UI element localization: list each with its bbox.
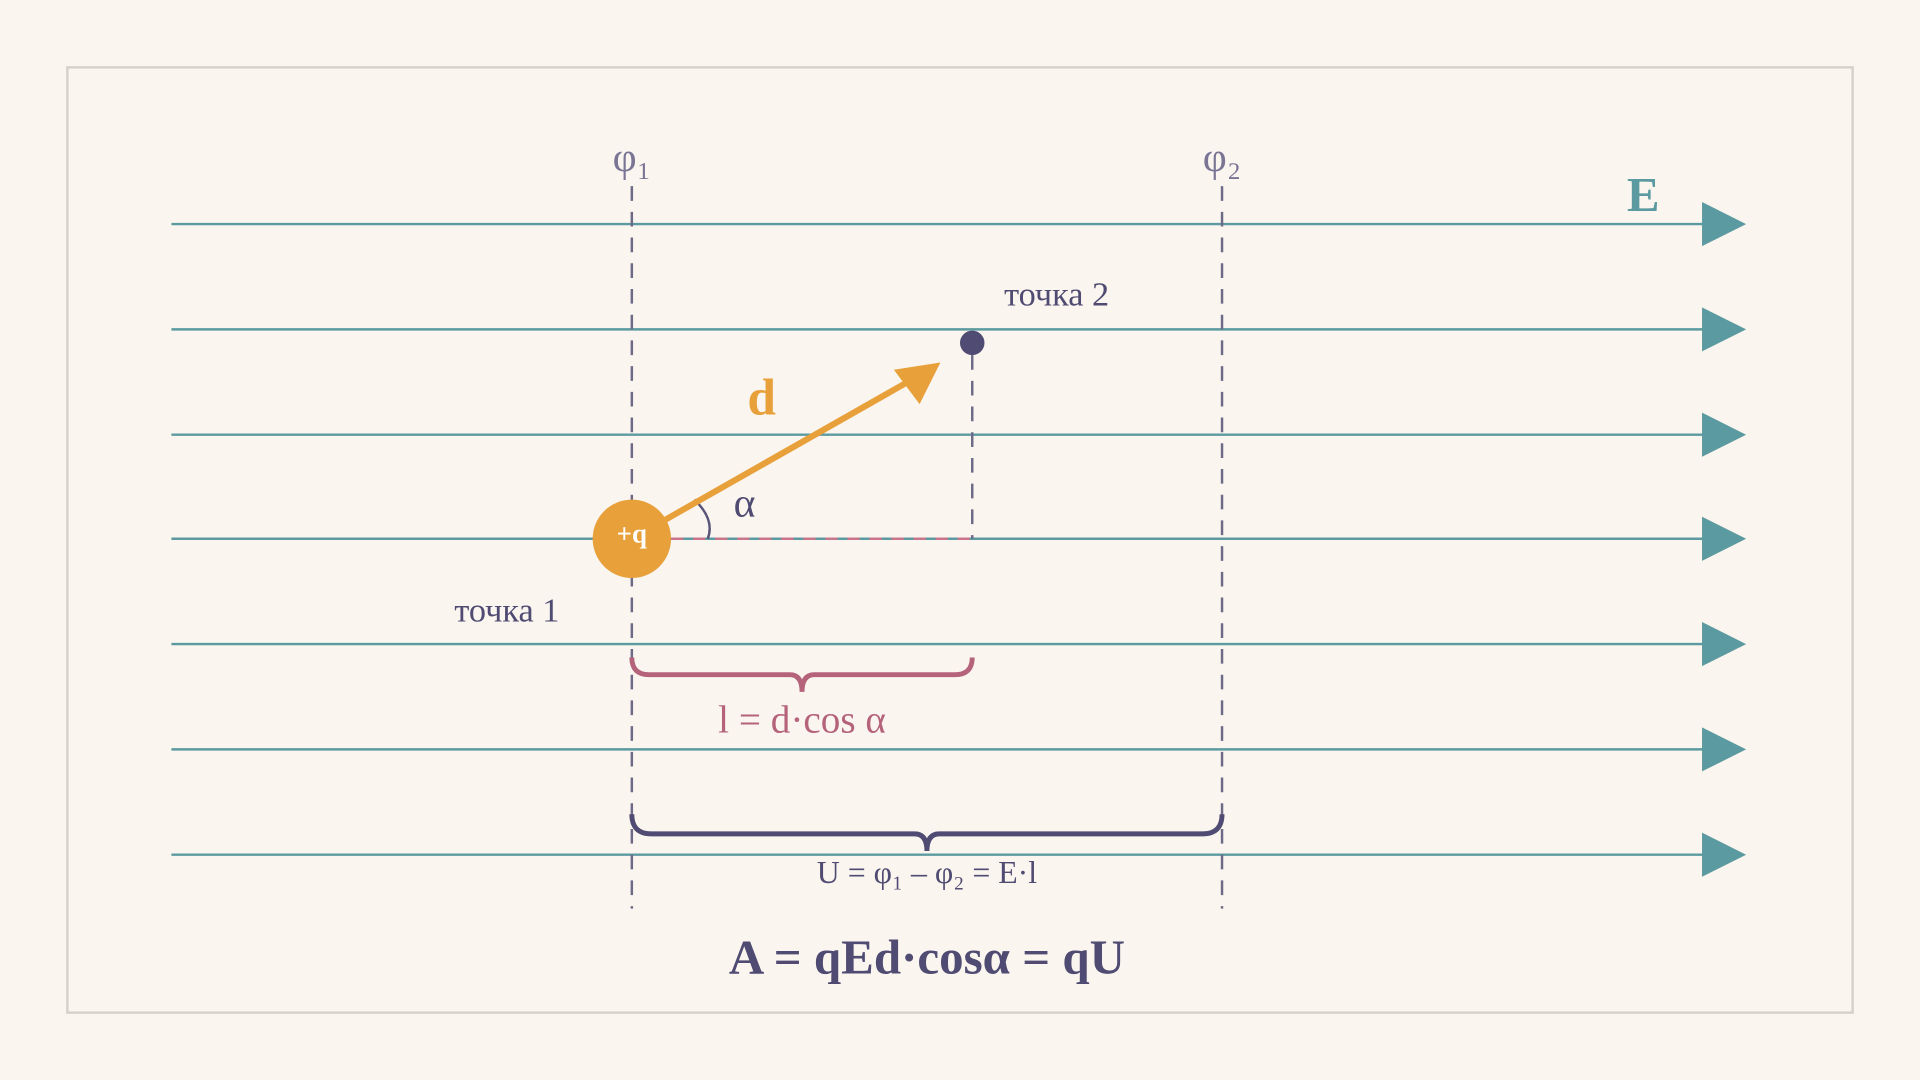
brace-u xyxy=(629,814,1225,852)
arrowhead xyxy=(1702,516,1747,561)
charge-label: +q xyxy=(617,519,647,549)
phi2-label: φ₂ xyxy=(1203,135,1242,181)
field-lines xyxy=(171,202,1747,877)
voltage-formula: U = φ₁ – φ₂ = E·l xyxy=(817,855,1038,890)
charge xyxy=(592,499,672,578)
projection-formula: l = d·cos α xyxy=(718,699,886,742)
point2-label: точка 2 xyxy=(1004,275,1109,313)
point1-label: точка 1 xyxy=(454,591,559,629)
point-2-marker xyxy=(960,330,985,356)
arrowhead xyxy=(893,362,941,405)
displacement-label: d xyxy=(747,370,776,427)
displacement-vector xyxy=(630,373,920,542)
angle-label: α xyxy=(734,480,756,526)
arrowhead xyxy=(1702,832,1747,877)
frame xyxy=(66,66,1854,1014)
arrowhead xyxy=(1702,727,1747,772)
arrowhead xyxy=(1702,622,1747,667)
phi1-label: φ₁ xyxy=(613,135,652,181)
field-label: E xyxy=(1627,167,1660,222)
arrowhead xyxy=(1702,202,1747,247)
work-formula: A = qEd·cosα = qU xyxy=(729,930,1125,985)
arrowhead xyxy=(1702,412,1747,457)
brace-l xyxy=(629,657,975,692)
arrowhead xyxy=(1702,307,1747,352)
